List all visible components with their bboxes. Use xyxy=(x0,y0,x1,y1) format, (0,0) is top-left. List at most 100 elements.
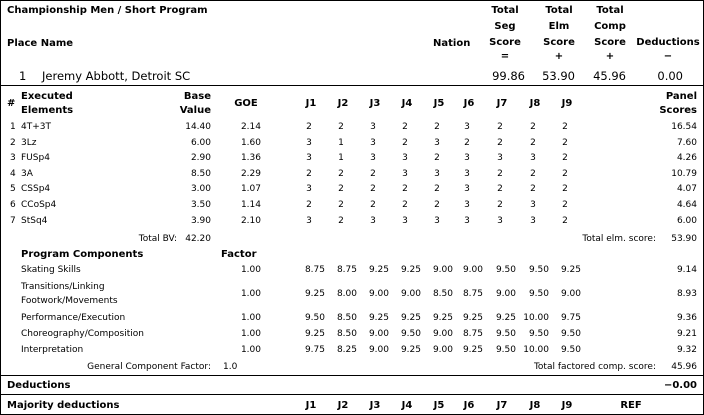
element-judge-score: 2 xyxy=(530,169,536,179)
majority-judge-header: J2 xyxy=(337,400,349,411)
total-seg-header-3: Score xyxy=(489,37,521,48)
component-name: Choreography/Composition xyxy=(21,329,144,339)
component-judge-score: 10.00 xyxy=(523,313,549,323)
component-judge-score: 9.25 xyxy=(400,345,421,355)
component-judge-score: 9.00 xyxy=(432,345,453,355)
component-judge-score: 9.25 xyxy=(304,329,325,339)
total-elm-header-2: Elm xyxy=(548,21,570,32)
element-judge-score: 2 xyxy=(402,122,408,132)
total-bv-value: 42.20 xyxy=(185,234,211,244)
element-judge-score: 2 xyxy=(338,200,344,210)
element-judge-score: 1 xyxy=(338,138,344,148)
element-judge-score: 2 xyxy=(497,138,503,148)
judge-header: J8 xyxy=(529,98,541,109)
element-number: 6 xyxy=(10,200,16,210)
element-judge-score: 3 xyxy=(402,153,408,163)
element-panel-score: 4.64 xyxy=(676,200,697,210)
element-judge-score: 3 xyxy=(464,122,470,132)
element-judge-score: 2 xyxy=(370,184,376,194)
element-judge-score: 2 xyxy=(402,200,408,210)
element-judge-score: 3 xyxy=(530,216,536,226)
element-base-value: 3.50 xyxy=(190,200,211,210)
element-judge-score: 2 xyxy=(497,184,503,194)
element-judge-score: 3 xyxy=(464,169,470,179)
component-judge-score: 9.50 xyxy=(560,329,581,339)
total-seg-header-1: Total xyxy=(491,5,519,16)
component-judge-score: 9.00 xyxy=(495,289,516,299)
element-judge-score: 2 xyxy=(497,122,503,132)
element-judge-score: 2 xyxy=(497,169,503,179)
element-number: 2 xyxy=(10,138,16,148)
panel-scores-header-1: Panel xyxy=(665,91,697,102)
element-judge-score: 2 xyxy=(306,122,312,132)
element-judge-score: 2 xyxy=(338,169,344,179)
divider xyxy=(1,375,703,376)
element-judge-score: 3 xyxy=(464,153,470,163)
component-judge-score: 9.50 xyxy=(400,329,421,339)
component-panel-score: 9.36 xyxy=(676,313,697,323)
nation-header: Nation xyxy=(433,38,471,49)
component-judge-score: 9.50 xyxy=(528,329,549,339)
element-base-value: 3.90 xyxy=(190,216,211,226)
element-judge-score: 3 xyxy=(530,200,536,210)
element-judge-score: 3 xyxy=(306,153,312,163)
component-factor: 1.00 xyxy=(240,313,261,323)
element-judge-score: 3 xyxy=(434,169,440,179)
component-name: Performance/Execution xyxy=(21,313,126,323)
element-judge-score: 2 xyxy=(338,122,344,132)
component-factor: 1.00 xyxy=(240,345,261,355)
element-judge-score: 2 xyxy=(434,122,440,132)
element-goe: 1.60 xyxy=(240,138,261,148)
component-judge-score: 9.50 xyxy=(528,289,549,299)
component-panel-score: 9.14 xyxy=(676,265,697,275)
component-judge-score: 9.50 xyxy=(528,265,549,275)
majority-judge-header: J6 xyxy=(463,400,475,411)
element-judge-score: 2 xyxy=(530,138,536,148)
element-judge-score: 3 xyxy=(464,216,470,226)
ref-header: REF xyxy=(620,400,642,411)
component-judge-score: 8.50 xyxy=(336,329,357,339)
element-judge-score: 3 xyxy=(497,216,503,226)
total-elm-header-3: Score xyxy=(543,37,575,48)
component-judge-score: 9.25 xyxy=(462,345,483,355)
element-goe: 1.07 xyxy=(240,184,261,194)
base-value-header-1: Base xyxy=(183,91,211,102)
total-seg-header-4: = xyxy=(500,51,510,62)
component-name: Interpretation xyxy=(21,345,84,355)
element-number: 4 xyxy=(10,169,16,179)
panel-scores-header-2: Scores xyxy=(659,105,697,116)
element-base-value: 6.00 xyxy=(190,138,211,148)
element-base-value: 2.90 xyxy=(190,153,211,163)
element-judge-score: 3 xyxy=(434,138,440,148)
component-judge-score: 9.00 xyxy=(560,289,581,299)
element-panel-score: 10.79 xyxy=(671,169,697,179)
element-name: 4T+3T xyxy=(21,122,51,132)
element-judge-score: 2 xyxy=(562,169,568,179)
total-elm-score-value: 53.90 xyxy=(671,234,697,244)
element-judge-score: 2 xyxy=(434,153,440,163)
total-elm-header-4: + xyxy=(554,51,564,62)
factor-header: Factor xyxy=(221,249,257,260)
divider xyxy=(1,85,703,86)
deductions-value: −0.00 xyxy=(663,380,697,391)
majority-deductions-label: Majority deductions xyxy=(7,400,120,411)
component-judge-score: 9.25 xyxy=(400,265,421,275)
element-judge-score: 2 xyxy=(306,200,312,210)
executed-elements-header-2: Elements xyxy=(21,105,74,116)
element-judge-score: 2 xyxy=(562,122,568,132)
element-base-value: 8.50 xyxy=(190,169,211,179)
component-judge-score: 9.00 xyxy=(368,329,389,339)
skater-seg-score: 99.86 xyxy=(492,69,525,83)
judge-header: J5 xyxy=(433,98,445,109)
total-elm-score-label: Total elm. score: xyxy=(582,234,656,244)
element-judge-score: 1 xyxy=(338,153,344,163)
element-goe: 2.10 xyxy=(240,216,261,226)
element-panel-score: 16.54 xyxy=(671,122,697,132)
element-name: FUSp4 xyxy=(21,153,50,163)
component-judge-score: 8.00 xyxy=(336,289,357,299)
deductions-header: Deductions xyxy=(636,37,700,48)
element-name: CSSp4 xyxy=(21,184,51,194)
element-number-header: # xyxy=(7,98,16,109)
element-goe: 2.29 xyxy=(240,169,261,179)
